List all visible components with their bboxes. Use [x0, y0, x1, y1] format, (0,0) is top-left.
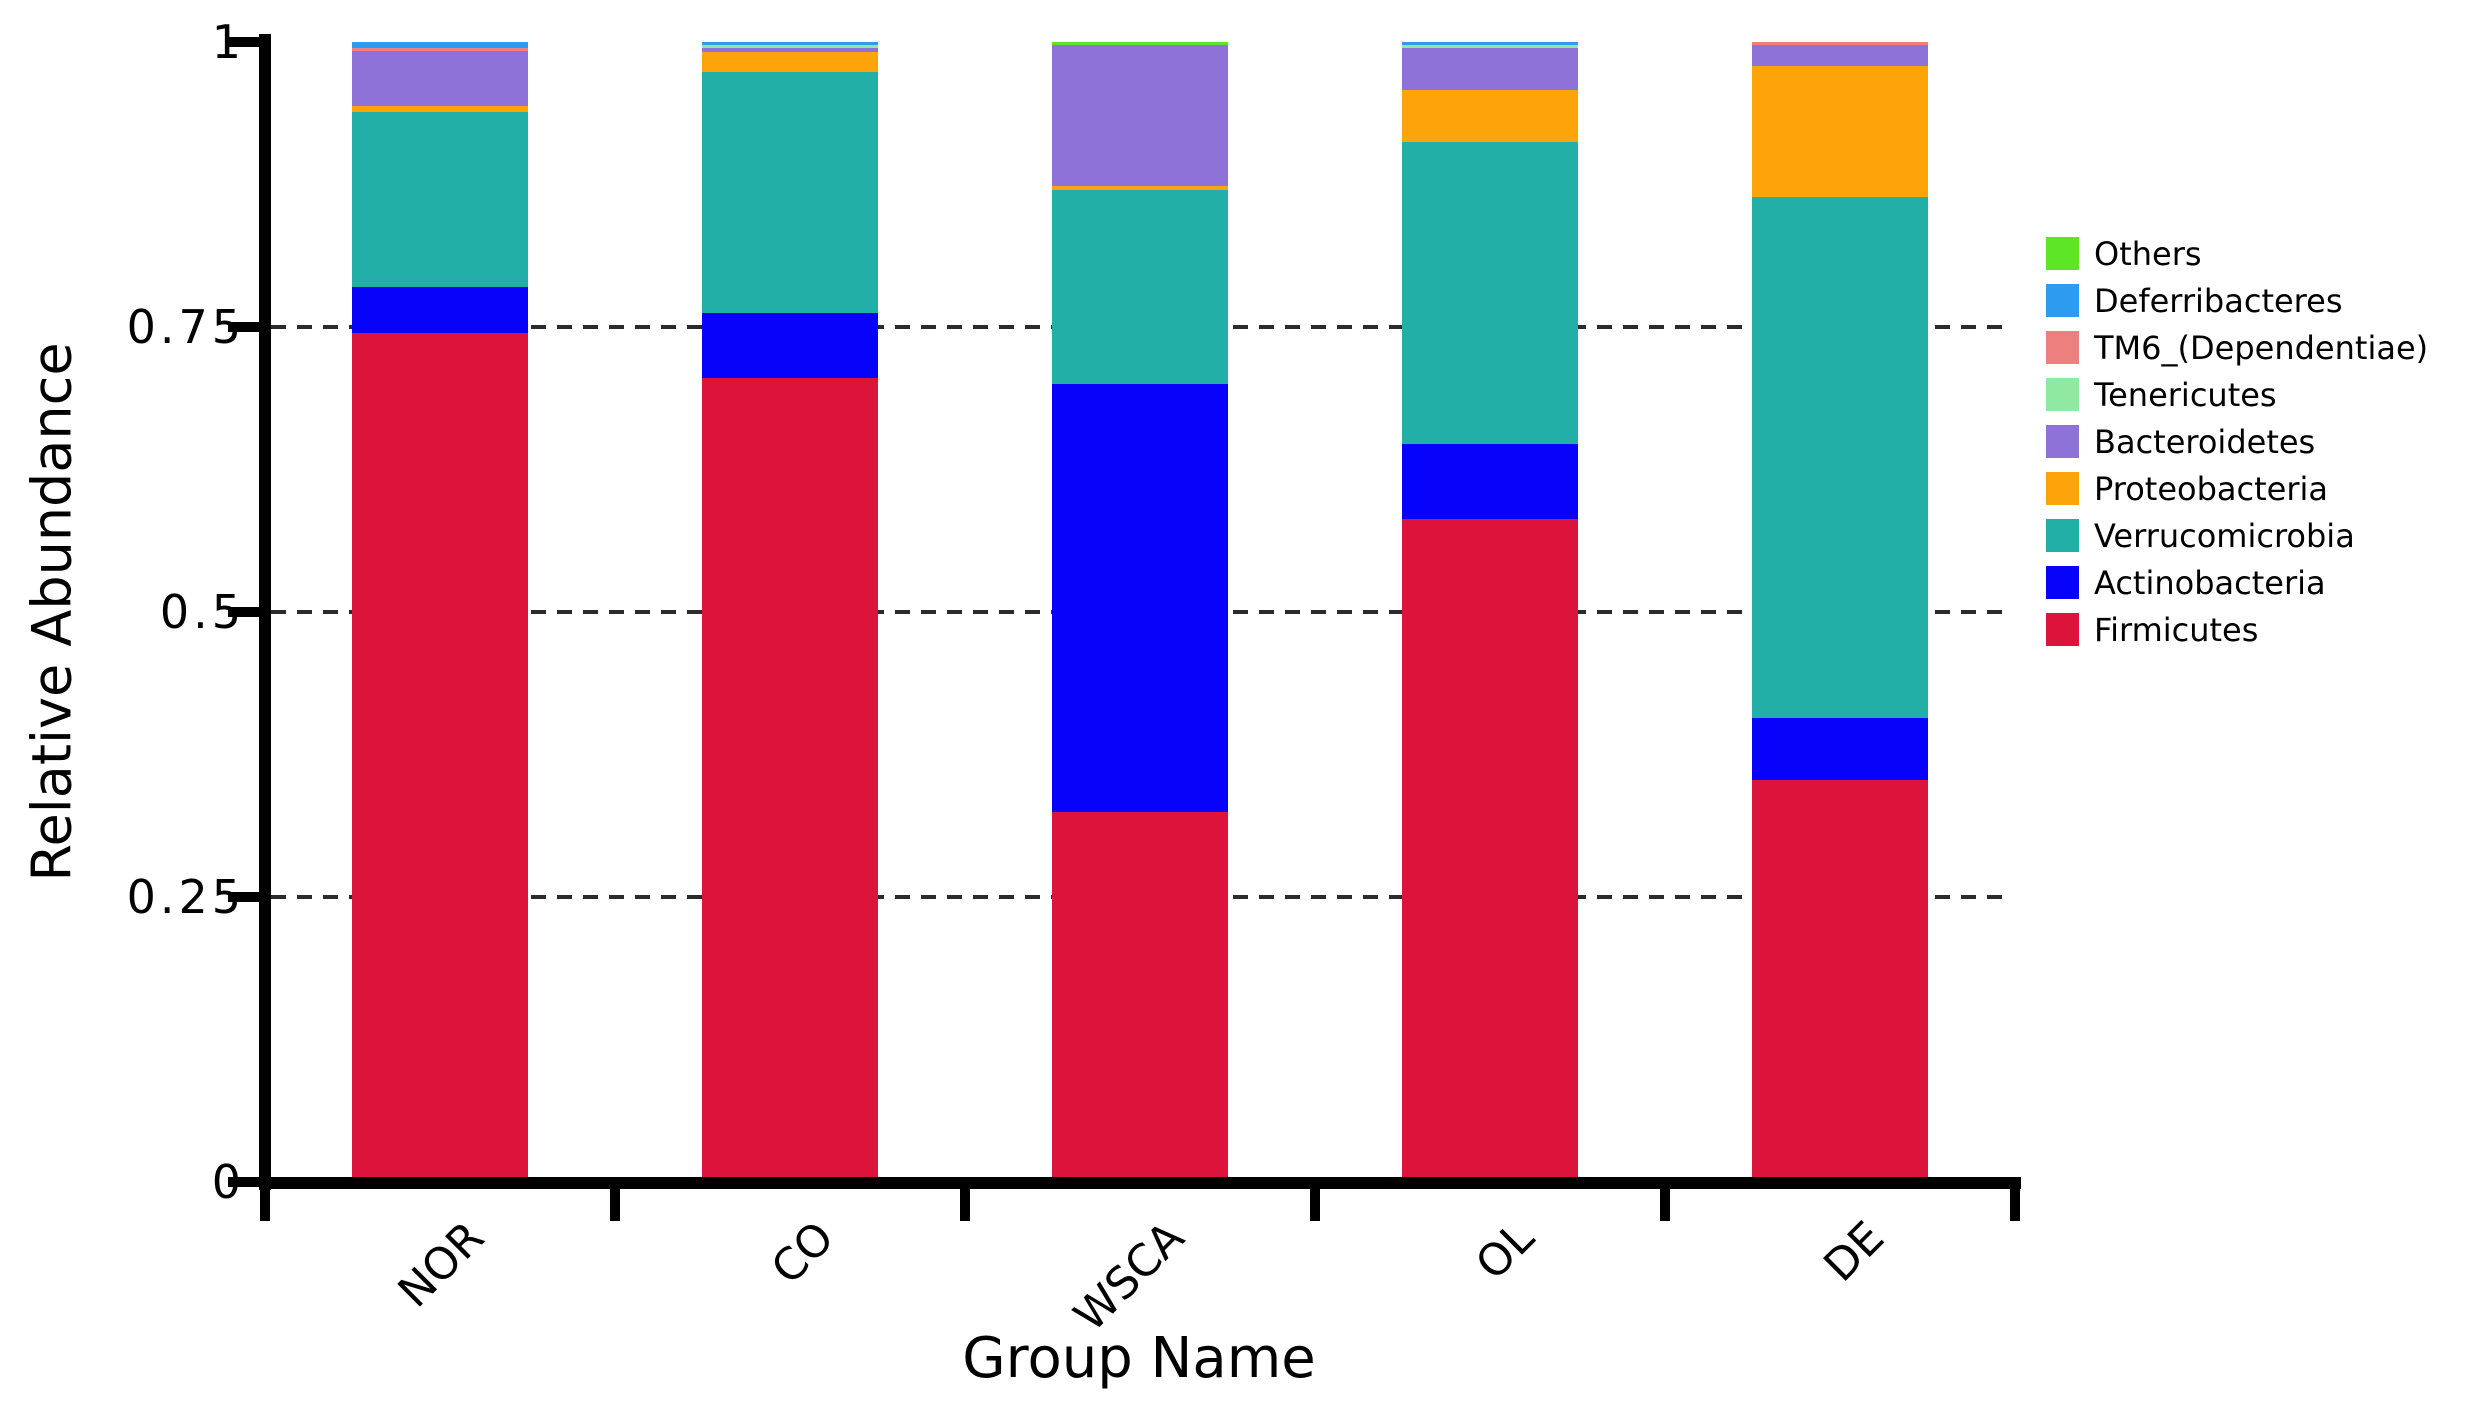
y-tick-0: [228, 1177, 262, 1187]
bar-segment-ol-actinobacteria: [1402, 444, 1578, 519]
legend: Others Deferribacteres TM6_(Dependentiae) T…: [2046, 230, 2428, 653]
y-tick-0.25: [228, 892, 262, 902]
x-axis-title: Group Name: [962, 1326, 1316, 1391]
legend-item-actinobacteria: Actinobacteria: [2046, 559, 2428, 606]
legend-swatch-tenericutes: [2046, 378, 2079, 411]
legend-swatch-bacteroidetes: [2046, 425, 2079, 458]
y-tick-label-0.5: 0.5: [159, 585, 245, 639]
bar-segment-wsca-verrucomicrobia: [1052, 190, 1228, 384]
bar-segment-wsca-others: [1052, 42, 1228, 46]
bar-segment-ol-deferribacteres: [1402, 42, 1578, 46]
x-tick-1: [610, 1187, 620, 1221]
y-tick-0.75: [228, 322, 262, 332]
bar-segment-co-actinobacteria: [702, 313, 878, 379]
bar-ol: [1402, 0, 1578, 1406]
x-tick-4: [1660, 1187, 1670, 1221]
bar-de: [1752, 0, 1928, 1406]
legend-swatch-proteobacteria: [2046, 472, 2079, 505]
bar-segment-nor-firmicutes: [352, 332, 528, 1182]
bar-segment-de-bacteroidetes: [1752, 45, 1928, 66]
bar-segment-co-verrucomicrobia: [702, 71, 878, 314]
bar-segment-co-proteobacteria: [702, 52, 878, 72]
legend-item-tm6-dependentiae: TM6_(Dependentiae): [2046, 324, 2428, 371]
legend-label-firmicutes: Firmicutes: [2094, 610, 2259, 649]
x-tick-2: [960, 1187, 970, 1221]
x-tick-5: [2010, 1187, 2020, 1221]
bar-segment-de-firmicutes: [1752, 779, 1928, 1182]
bar-segment-wsca-bacteroidetes: [1052, 45, 1228, 186]
legend-label-tm6-dependentiae: TM6_(Dependentiae): [2094, 328, 2429, 367]
bar-segment-co-firmicutes: [702, 378, 878, 1182]
legend-label-others: Others: [2094, 234, 2202, 273]
bar-segment-de-proteobacteria: [1752, 65, 1928, 198]
y-axis-line: [259, 34, 271, 1190]
legend-label-deferribacteres: Deferribacteres: [2094, 281, 2343, 320]
bar-nor: [352, 0, 528, 1406]
bar-segment-de-tm6-dependentiae: [1752, 42, 1928, 46]
bar-segment-nor-verrucomicrobia: [352, 111, 528, 288]
bar-segment-de-verrucomicrobia: [1752, 197, 1928, 718]
bar-segment-wsca-actinobacteria: [1052, 384, 1228, 812]
y-tick-label-0.75: 0.75: [126, 300, 245, 354]
bar-segment-nor-actinobacteria: [352, 287, 528, 333]
y-tick-label-0.25: 0.25: [126, 870, 245, 924]
y-tick-label-1: 1: [211, 15, 245, 69]
legend-item-tenericutes: Tenericutes: [2046, 371, 2428, 418]
bar-segment-co-bacteroidetes: [702, 47, 878, 53]
y-tick-0.5: [228, 607, 262, 617]
legend-swatch-verrucomicrobia: [2046, 519, 2079, 552]
bar-co: [702, 0, 878, 1406]
legend-swatch-firmicutes: [2046, 613, 2079, 646]
bar-segment-de-actinobacteria: [1752, 718, 1928, 780]
legend-item-others: Others: [2046, 230, 2428, 277]
y-tick-label-0: 0: [211, 1155, 245, 1209]
bar-segment-nor-proteobacteria: [352, 105, 528, 112]
legend-swatch-tm6-dependentiae: [2046, 331, 2079, 364]
legend-label-proteobacteria: Proteobacteria: [2094, 469, 2328, 508]
bar-segment-wsca-proteobacteria: [1052, 185, 1228, 191]
bar-segment-co-deferribacteres: [702, 42, 878, 46]
legend-swatch-others: [2046, 237, 2079, 270]
legend-item-deferribacteres: Deferribacteres: [2046, 277, 2428, 324]
legend-item-firmicutes: Firmicutes: [2046, 606, 2428, 653]
legend-swatch-deferribacteres: [2046, 284, 2079, 317]
legend-item-bacteroidetes: Bacteroidetes: [2046, 418, 2428, 465]
bar-segment-wsca-firmicutes: [1052, 811, 1228, 1182]
bar-segment-ol-firmicutes: [1402, 518, 1578, 1182]
bar-segment-nor-tm6-dependentiae: [352, 47, 528, 52]
legend-label-tenericutes: Tenericutes: [2094, 375, 2277, 414]
x-tick-0: [260, 1187, 270, 1221]
bar-segment-nor-bacteroidetes: [352, 51, 528, 106]
legend-label-actinobacteria: Actinobacteria: [2094, 563, 2326, 602]
legend-label-bacteroidetes: Bacteroidetes: [2094, 422, 2316, 461]
x-tick-3: [1310, 1187, 1320, 1221]
legend-swatch-actinobacteria: [2046, 566, 2079, 599]
y-tick-1: [228, 37, 262, 47]
bar-wsca: [1052, 0, 1228, 1406]
bar-segment-ol-proteobacteria: [1402, 89, 1578, 143]
bar-segment-co-tenericutes: [702, 45, 878, 48]
bar-segment-ol-verrucomicrobia: [1402, 142, 1578, 445]
legend-item-proteobacteria: Proteobacteria: [2046, 465, 2428, 512]
legend-item-verrucomicrobia: Verrucomicrobia: [2046, 512, 2428, 559]
bar-segment-nor-deferribacteres: [352, 42, 528, 48]
bar-segment-ol-tenericutes: [1402, 45, 1578, 48]
x-axis-line: [259, 1177, 2021, 1189]
bar-segment-ol-bacteroidetes: [1402, 47, 1578, 90]
legend-label-verrucomicrobia: Verrucomicrobia: [2094, 516, 2355, 555]
